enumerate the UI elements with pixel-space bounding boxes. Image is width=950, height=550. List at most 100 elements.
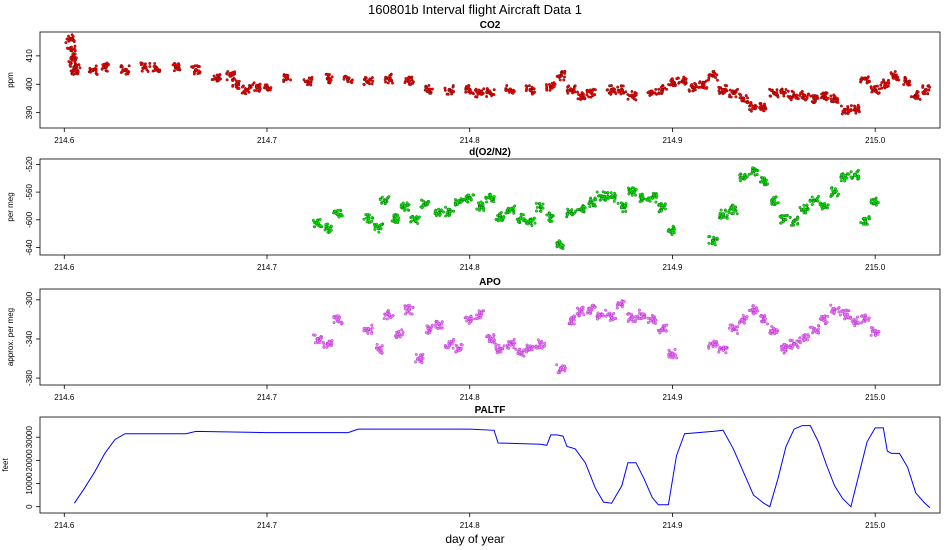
data-point-sample — [362, 82, 366, 86]
data-point-sample — [452, 209, 456, 213]
data-point-sample — [845, 108, 849, 112]
data-point-sample — [707, 235, 711, 239]
data-point-sample — [573, 84, 577, 88]
data-point-sample — [742, 321, 746, 325]
data-point-sample — [872, 89, 876, 93]
data-point-sample — [384, 80, 388, 84]
data-point-sample — [442, 210, 446, 214]
data-point-sample — [572, 314, 576, 318]
data-point-sample — [633, 190, 637, 194]
data-point-sample — [867, 216, 871, 220]
y-tick-label: -600 — [25, 211, 34, 228]
data-point-sample — [711, 345, 715, 349]
data-point-sample — [535, 346, 539, 350]
data-point-sample — [670, 77, 674, 81]
data-point-sample — [480, 89, 484, 93]
y-axis: 390 400 410 — [25, 49, 40, 119]
data-point-sample — [532, 87, 536, 91]
data-point-sample — [693, 81, 697, 85]
data-point-sample — [817, 194, 820, 198]
data-point-sample — [825, 91, 829, 95]
data-point-sample — [836, 97, 839, 101]
data-point-sample — [529, 218, 533, 222]
data-point-sample — [266, 86, 270, 90]
data-point-sample — [746, 96, 750, 100]
data-point-sample — [727, 326, 731, 330]
data-point-sample — [822, 314, 826, 318]
data-point-sample — [928, 85, 932, 89]
data-point-sample — [258, 82, 262, 86]
data-point-sample — [517, 218, 521, 222]
data-point-sample — [405, 201, 409, 205]
data-point-sample — [480, 311, 483, 315]
data-point-sample — [667, 353, 671, 357]
data-point-sample — [640, 196, 644, 200]
data-point-sample — [612, 196, 616, 200]
data-point-sample — [311, 218, 315, 222]
data-point-sample — [428, 87, 432, 91]
data-point-sample — [717, 348, 721, 352]
data-point-sample — [588, 307, 592, 311]
data-point-sample — [606, 312, 610, 316]
data-point-sample — [893, 70, 897, 74]
data-point-sample — [592, 203, 595, 207]
data-point-sample — [485, 200, 489, 204]
series-line — [73, 425, 931, 509]
data-point-sample — [654, 87, 658, 91]
data-point-sample — [604, 197, 608, 201]
data-point-sample — [403, 81, 407, 85]
data-point-sample — [717, 89, 721, 93]
data-point-sample — [233, 72, 237, 76]
data-point-sample — [886, 84, 890, 88]
data-point-sample — [813, 96, 817, 100]
data-point-sample — [445, 346, 449, 350]
data-point-sample — [844, 309, 848, 313]
data-point-sample — [153, 62, 157, 65]
data-point-sample — [316, 337, 319, 341]
data-point-sample — [560, 71, 564, 75]
data-point-sample — [754, 311, 758, 315]
data-point-sample — [387, 195, 391, 199]
data-point-sample — [464, 87, 468, 91]
data-point-sample — [728, 88, 732, 92]
data-point-sample — [226, 70, 230, 73]
data-point-sample — [196, 65, 200, 69]
y-tick-label: 20000 — [25, 449, 34, 472]
data-point-sample — [619, 92, 623, 96]
data-point-sample — [715, 340, 719, 344]
data-point-sample — [329, 78, 333, 82]
data-point-sample — [512, 346, 516, 350]
data-point-sample — [545, 88, 549, 92]
data-point-sample — [825, 320, 829, 324]
data-point-sample — [728, 323, 732, 327]
data-point-sample — [761, 320, 765, 324]
data-point-sample — [332, 316, 336, 319]
data-point-sample — [586, 88, 590, 92]
data-point-sample — [385, 311, 389, 315]
data-point-sample — [501, 346, 504, 350]
data-point-sample — [484, 197, 488, 200]
data-point-sample — [776, 95, 780, 99]
data-point-sample — [455, 345, 459, 349]
data-point-sample — [540, 339, 544, 343]
data-point-sample — [630, 90, 634, 93]
data-point-sample — [618, 88, 622, 92]
data-point-sample — [448, 344, 452, 348]
data-point-sample — [832, 190, 836, 194]
data-point-sample — [593, 88, 597, 92]
data-point-sample — [89, 69, 93, 73]
data-point-sample — [212, 77, 216, 81]
data-point-sample — [399, 205, 403, 209]
data-point-sample — [818, 203, 822, 206]
data-point-sample — [806, 338, 810, 342]
data-point-sample — [406, 208, 410, 212]
data-point-sample — [375, 224, 379, 228]
data-point-sample — [843, 179, 847, 183]
data-point-sample — [524, 84, 528, 88]
x-tick-label: 214.6 — [54, 136, 75, 145]
data-point-sample — [760, 315, 764, 318]
data-point-sample — [575, 208, 579, 212]
data-point-sample — [514, 347, 518, 351]
data-point-sample — [78, 66, 82, 70]
